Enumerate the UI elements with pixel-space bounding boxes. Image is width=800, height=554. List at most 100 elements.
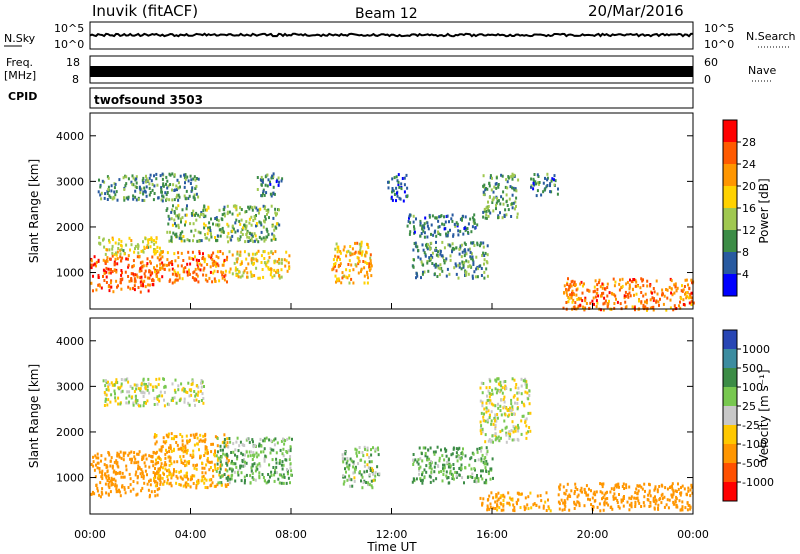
data-cell-5	[148, 182, 151, 186]
data-cell-9	[454, 262, 457, 266]
data-cell-2	[163, 263, 166, 267]
data-cell-2	[282, 447, 285, 451]
data-cell-5	[177, 198, 180, 202]
data-cell-2	[234, 448, 237, 452]
data-cell-8	[685, 492, 688, 496]
data-cell-12	[536, 173, 539, 177]
data-cell-0	[115, 459, 118, 463]
data-cell-0	[136, 275, 139, 279]
data-cell-8	[640, 505, 643, 508]
data-cell-5	[460, 463, 463, 467]
data-cell-9	[416, 245, 419, 249]
data-cell-6	[271, 174, 274, 178]
data-cell-2	[263, 457, 266, 461]
data-cell-6	[482, 415, 485, 419]
data-cell-13	[618, 288, 621, 292]
data-cell-3	[163, 385, 166, 389]
data-cell-5	[168, 198, 171, 202]
data-cell-0	[92, 460, 95, 464]
data-cell-0	[107, 285, 110, 289]
data-cell-11	[495, 207, 497, 211]
data-cell-4	[256, 208, 259, 212]
data-cell-4	[175, 235, 178, 239]
data-cell-1	[169, 444, 172, 448]
data-cell-4	[263, 207, 266, 211]
data-cell-1	[170, 437, 173, 441]
data-cell-6	[504, 426, 507, 430]
data-cell-13	[669, 306, 672, 310]
data-cell-13	[592, 290, 595, 294]
data-cell-12	[537, 181, 539, 185]
data-cell-3	[194, 403, 196, 407]
data-cell-7	[356, 241, 359, 245]
data-cell-0	[129, 489, 132, 493]
data-cell-3	[153, 403, 156, 406]
data-cell-8	[577, 500, 580, 504]
data-cell-9	[412, 264, 415, 268]
data-cell-8	[613, 492, 616, 496]
data-cell-2	[284, 458, 287, 462]
data-cell-3	[179, 398, 182, 402]
data-cell-0	[132, 480, 135, 483]
data-cell-5	[485, 459, 488, 463]
data-cell-3	[103, 404, 106, 407]
data-cell-4	[346, 465, 349, 469]
data-cell-2	[249, 474, 252, 478]
data-cell-4	[345, 461, 348, 465]
data-cell-0	[98, 467, 101, 470]
data-cell-8	[648, 491, 651, 495]
data-cell-5	[161, 172, 164, 176]
data-cell-2	[241, 453, 244, 457]
data-cell-2	[221, 463, 224, 467]
data-cell-2	[226, 478, 229, 482]
data-cell-0	[148, 495, 151, 499]
data-cell-4	[204, 214, 207, 218]
data-cell-2	[278, 459, 281, 462]
data-cell-5	[151, 188, 154, 192]
data-cell-11	[503, 215, 506, 218]
data-cell-4	[219, 234, 222, 238]
data-cell-0	[113, 268, 116, 272]
colorbar-swatch	[723, 208, 737, 231]
data-cell-2	[174, 259, 177, 263]
data-cell-6	[500, 398, 503, 402]
data-cell-10	[463, 227, 466, 230]
data-cell-7	[508, 496, 511, 500]
data-cell-4	[259, 221, 262, 225]
data-cell-13	[649, 298, 652, 302]
data-cell-4	[374, 478, 376, 482]
data-cell-2	[216, 250, 219, 254]
data-cell-2	[250, 466, 253, 470]
data-cell-4	[273, 228, 276, 232]
data-cell-1	[203, 454, 206, 457]
data-cell-4	[222, 230, 225, 234]
data-cell-10	[413, 227, 416, 231]
data-cell-0	[145, 457, 148, 461]
data-cell-5	[448, 481, 451, 485]
data-cell-0	[92, 263, 95, 267]
data-cell-2	[222, 263, 225, 267]
data-cell-3	[234, 266, 237, 270]
data-cell-6	[524, 379, 527, 383]
data-cell-2	[243, 475, 246, 479]
data-cell-0	[135, 493, 138, 497]
data-cell-0	[113, 477, 116, 481]
data-cell-5	[97, 190, 100, 194]
data-cell-6	[529, 411, 532, 415]
data-cell-6	[503, 400, 506, 404]
data-cell-13	[672, 308, 675, 312]
data-cell-4	[275, 222, 278, 226]
data-cell-0	[140, 475, 143, 479]
data-cell-8	[577, 493, 580, 497]
data-cell-6	[479, 386, 482, 390]
data-cell-5	[183, 194, 186, 198]
data-cell-12	[534, 180, 537, 184]
data-cell-13	[658, 303, 660, 307]
data-cell-2	[225, 452, 228, 456]
data-cell-6	[483, 419, 486, 423]
data-cell-5	[194, 186, 197, 190]
data-cell-8	[401, 177, 404, 180]
data-cell-3	[288, 267, 291, 270]
data-cell-0	[143, 279, 146, 283]
data-cell-4	[364, 447, 366, 451]
